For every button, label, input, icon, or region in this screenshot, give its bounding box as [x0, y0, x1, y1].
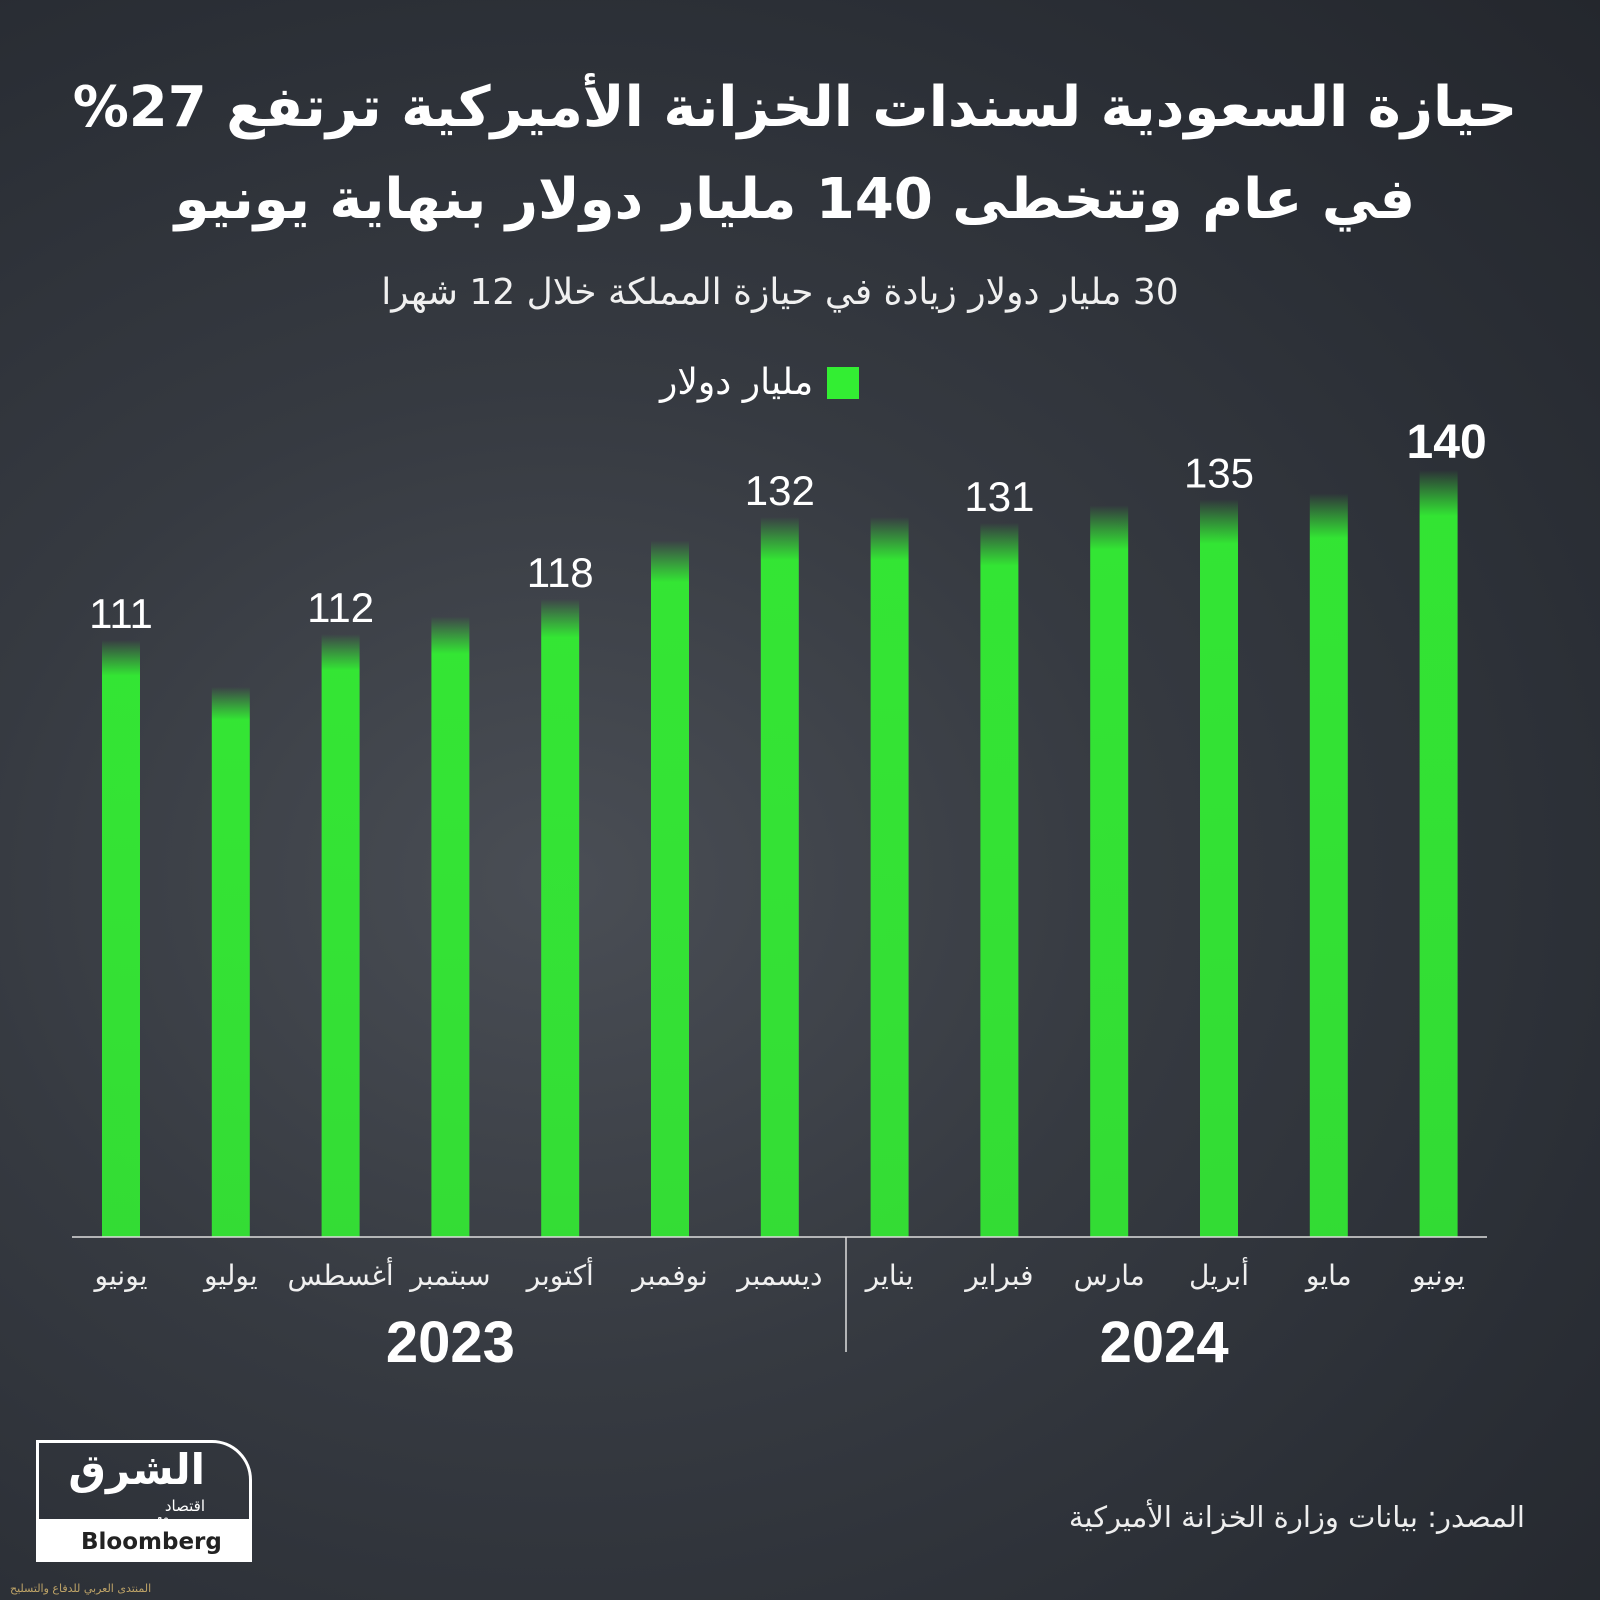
month-tick-label: سبتمبر	[408, 1259, 490, 1292]
month-tick-label: يوليو	[202, 1259, 258, 1292]
bar	[102, 640, 140, 1237]
bar	[431, 616, 470, 1237]
legend: مليار دولار	[660, 362, 860, 403]
logo-name: الشرق	[68, 1445, 205, 1494]
month-tick-label: يونيو	[1410, 1259, 1465, 1292]
bar	[760, 516, 799, 1237]
month-tick-label: يونيو	[93, 1259, 148, 1292]
data-label: 132	[745, 467, 815, 514]
month-tick-label: نوفمبر	[630, 1259, 708, 1292]
year-label: 2024	[1100, 1310, 1229, 1375]
bar	[1090, 505, 1129, 1238]
data-label: 131	[964, 473, 1034, 520]
data-label: 111	[89, 590, 153, 637]
year-label: 2023	[386, 1310, 515, 1375]
bar	[1200, 499, 1238, 1237]
month-tick-label: مايو	[1304, 1259, 1352, 1292]
month-tick-label: يناير	[864, 1259, 914, 1292]
month-tick-label: أكتوبر	[525, 1256, 594, 1292]
data-label: 140	[1407, 416, 1487, 469]
source-note: المصدر: بيانات وزارة الخزانة الأميركية	[1068, 1500, 1525, 1534]
month-tick-label: ديسمبر	[735, 1259, 822, 1292]
logo-with: مع	[157, 1511, 169, 1524]
bar	[651, 540, 689, 1237]
title-line-2: في عام وتتخطى 140 مليار دولار بنهاية يون…	[174, 167, 1416, 232]
bar	[321, 634, 360, 1237]
bar	[870, 516, 909, 1237]
title-line-1: حيازة السعودية لسندات الخزانة الأميركية …	[72, 75, 1518, 140]
month-tick-label: أغسطس	[288, 1256, 394, 1292]
bar	[1309, 493, 1348, 1237]
page-title: حيازة السعودية لسندات الخزانة الأميركية …	[30, 62, 1560, 246]
legend-swatch	[827, 366, 860, 399]
bar	[541, 598, 580, 1237]
bar	[980, 522, 1019, 1237]
month-tick-label: فبراير	[963, 1259, 1033, 1292]
month-tick-label: أبريل	[1189, 1256, 1249, 1292]
data-label: 112	[307, 584, 374, 631]
data-label: 135	[1184, 449, 1254, 496]
subtitle: 30 مليار دولار زيادة في حيازة المملكة خل…	[381, 272, 1179, 313]
legend-label: مليار دولار	[660, 362, 814, 403]
logo-sub: اقتصاد	[164, 1497, 205, 1515]
month-tick-label: مارس	[1074, 1259, 1145, 1292]
data-label: 118	[527, 549, 594, 596]
watermark: المنتدى العربي للدفاع والتسليح	[10, 1582, 152, 1595]
bar	[1419, 470, 1458, 1237]
logo-partner: Bloomberg	[39, 1519, 249, 1559]
bar	[211, 686, 250, 1237]
asharq-bloomberg-logo: الشرق اقتصاد مع Bloomberg	[36, 1440, 252, 1562]
